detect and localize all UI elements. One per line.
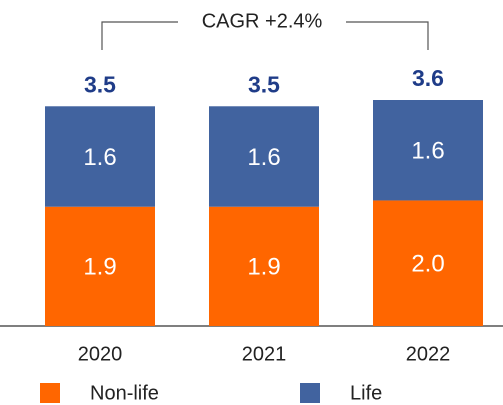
cagr-bracket <box>101 21 429 50</box>
data-label: 2.0 <box>411 251 444 278</box>
data-label: 1.9 <box>83 254 116 281</box>
legend-label: Life <box>350 382 382 404</box>
bar-segment <box>209 206 319 326</box>
bracket-left <box>101 21 178 50</box>
total-label: 3.6 <box>412 65 444 91</box>
bar-segment <box>45 106 155 207</box>
legend-swatch <box>40 383 60 403</box>
total-label: 3.5 <box>84 71 116 97</box>
x-tick-label: 2020 <box>78 343 123 365</box>
data-label: 1.6 <box>411 138 444 165</box>
legend-swatch <box>300 383 320 403</box>
data-label: 1.6 <box>247 144 280 171</box>
annotation: CAGR +2.4% <box>202 10 323 32</box>
x-tick-label: 2022 <box>406 343 451 365</box>
bracket-right <box>346 21 429 50</box>
bar-segment <box>45 206 155 326</box>
bar-segment <box>209 106 319 207</box>
legend-label: Non-life <box>90 382 159 404</box>
data-label: 1.9 <box>247 254 280 281</box>
data-label: 1.6 <box>83 144 116 171</box>
bar-segment <box>373 100 483 201</box>
x-tick-label: 2021 <box>242 343 287 365</box>
total-label: 3.5 <box>248 71 280 97</box>
bar-segment <box>373 200 483 326</box>
